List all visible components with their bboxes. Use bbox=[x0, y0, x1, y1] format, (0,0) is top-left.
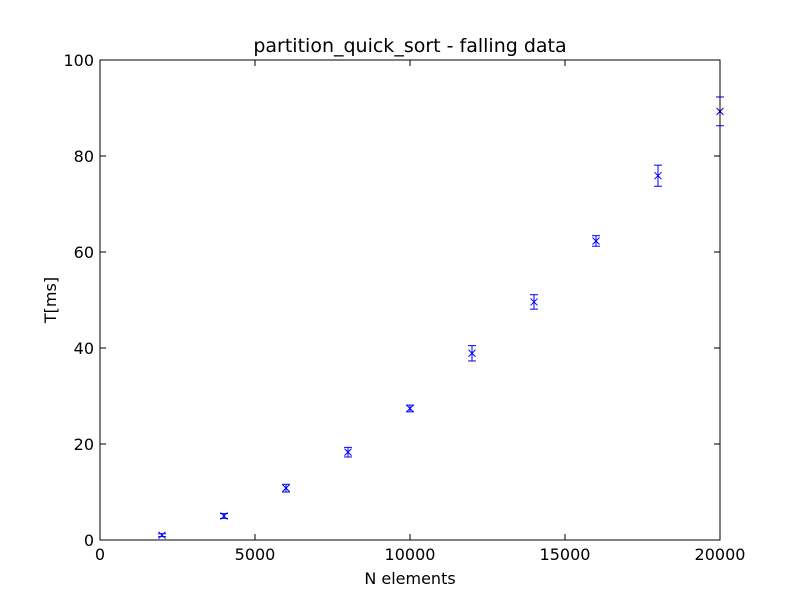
x-marker-stroke bbox=[220, 512, 228, 520]
x-marker-stroke bbox=[406, 404, 414, 413]
x-tick-label: 20000 bbox=[695, 545, 746, 564]
y-tick-label: 80 bbox=[74, 147, 94, 166]
y-tick-label: 20 bbox=[74, 435, 94, 454]
x-marker-stroke bbox=[592, 237, 600, 245]
x-tick-label: 10000 bbox=[385, 545, 436, 564]
x-marker-stroke bbox=[654, 171, 662, 180]
data-point bbox=[592, 235, 600, 247]
x-marker-stroke bbox=[468, 349, 476, 358]
data-point bbox=[344, 446, 352, 458]
x-marker-stroke bbox=[530, 298, 538, 306]
x-marker-stroke bbox=[344, 448, 352, 457]
x-tick-label: 5000 bbox=[235, 545, 276, 564]
y-axis-label: T[ms] bbox=[41, 277, 60, 324]
y-tick-label: 60 bbox=[74, 243, 94, 262]
x-axis-label: N elements bbox=[364, 569, 455, 588]
x-tick-label: 15000 bbox=[540, 545, 591, 564]
plot-frame bbox=[99, 59, 721, 541]
data-point bbox=[530, 294, 538, 310]
data-point bbox=[158, 531, 166, 540]
data-point bbox=[282, 483, 290, 493]
y-tick-label: 100 bbox=[63, 51, 94, 70]
data-point bbox=[406, 404, 414, 413]
data-point bbox=[468, 345, 476, 362]
x-marker-stroke bbox=[158, 531, 166, 540]
data-point bbox=[654, 164, 662, 187]
y-tick-label: 0 bbox=[84, 531, 94, 550]
chart-title: partition_quick_sort - falling data bbox=[253, 35, 566, 57]
x-tick-label: 0 bbox=[95, 545, 105, 564]
axis-ticks: 0 5000 10000 15000 20000 0 20 40 60 80 100 bbox=[63, 51, 745, 564]
x-marker-stroke bbox=[282, 484, 290, 493]
data-point bbox=[220, 512, 228, 520]
y-tick-label: 40 bbox=[74, 339, 94, 358]
plot-marks bbox=[158, 96, 724, 540]
